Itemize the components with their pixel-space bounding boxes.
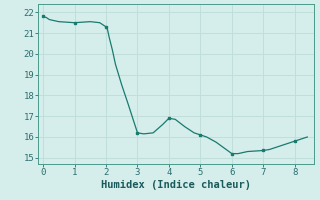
- X-axis label: Humidex (Indice chaleur): Humidex (Indice chaleur): [101, 180, 251, 190]
